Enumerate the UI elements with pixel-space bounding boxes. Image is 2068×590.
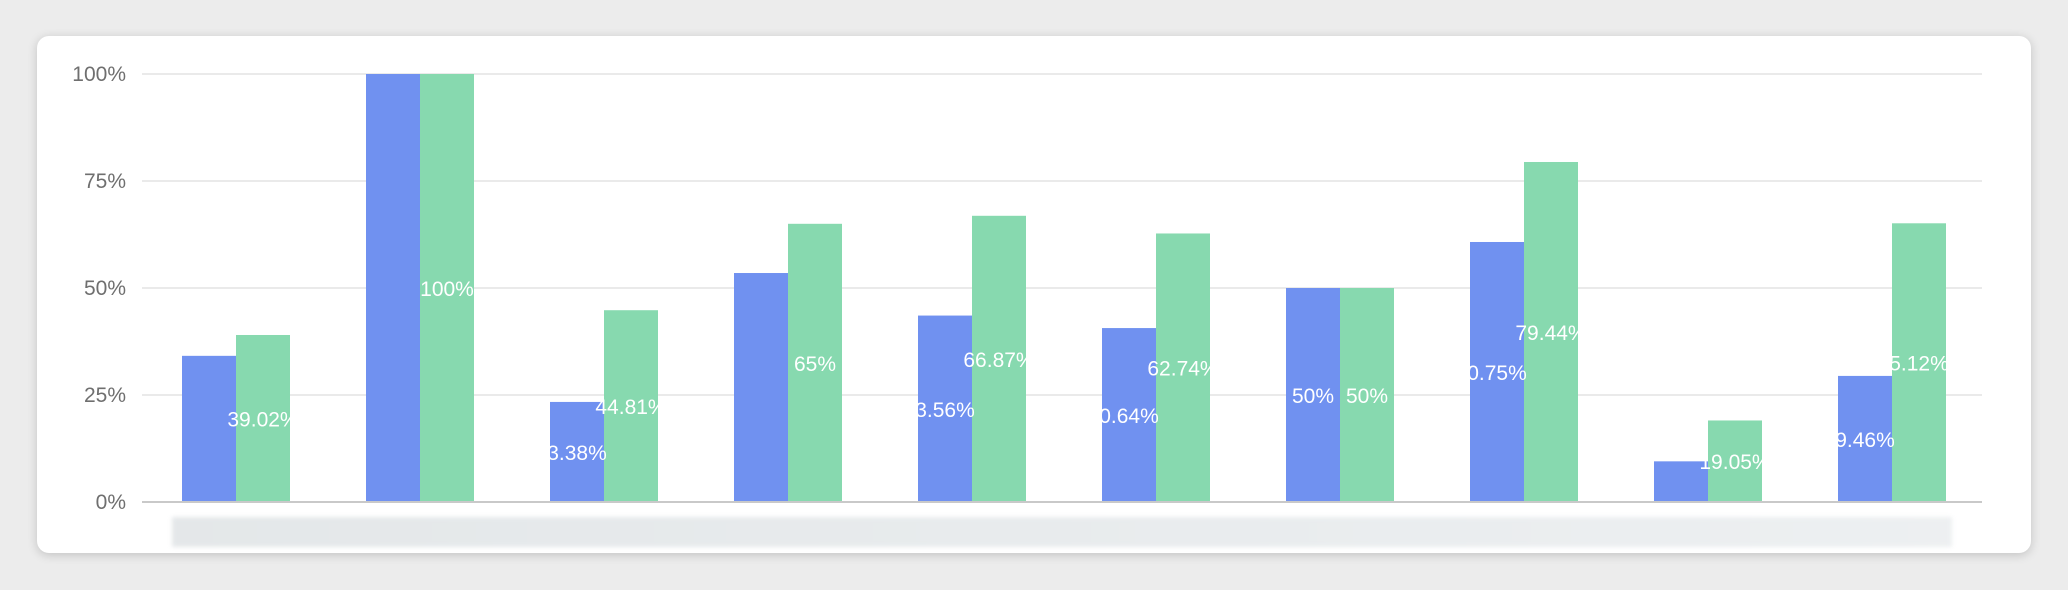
y-axis-ticks: 0% 25% 50% 75% 100% (72, 63, 126, 514)
y-tick-label: 75% (84, 170, 126, 193)
data-label-series-2-3: 44.81% (595, 396, 666, 419)
bar-series-2-5 (972, 215, 1026, 503)
bar-series-1-4 (734, 273, 788, 502)
data-label-series-2-8: 79.44% (1515, 322, 1586, 345)
data-label-series-2-10: 5.12% (1889, 353, 1949, 376)
bar-series-1-2 (366, 74, 420, 502)
y-tick-label: 0% (96, 491, 126, 514)
bar-series-2-10 (1892, 223, 1946, 502)
bar-series-2-1 (236, 334, 290, 502)
data-label-series-2-4: 65% (794, 353, 836, 376)
bar-series-1-9 (1654, 461, 1708, 502)
data-label-series-1-6: 0.64% (1099, 405, 1159, 428)
bar-series-2-8 (1524, 161, 1578, 502)
data-label-series-2-5: 66.87% (963, 349, 1034, 372)
bar-series-1-3 (550, 401, 604, 502)
data-label-series-2-7: 50% (1346, 385, 1388, 408)
data-label-series-1-10: 9.46% (1835, 429, 1895, 452)
bar-series-1-10 (1838, 375, 1892, 502)
bars (182, 74, 1946, 503)
bar-series-2-3 (604, 310, 658, 502)
data-label-series-1-3: 3.38% (547, 442, 607, 465)
data-label-series-1-8: 0.75% (1467, 362, 1527, 385)
x-axis-labels-blurred (172, 517, 1952, 547)
bar-series-1-1 (182, 355, 236, 502)
bar-series-1-7 (1286, 288, 1340, 502)
bar-series-1-5 (918, 315, 972, 502)
data-label-series-1-5: 3.56% (915, 399, 975, 422)
y-tick-label: 100% (72, 63, 126, 86)
data-labels: 39.02% 100% 3.38% 44.81% 65% 3.56% 66.87% 0.64%… (227, 278, 1948, 474)
bar-series-2-4 (788, 223, 842, 503)
bar-series-2-6 (1156, 233, 1210, 503)
y-tick-label: 50% (84, 277, 126, 300)
bar-series-2-7 (1340, 288, 1394, 502)
bar-series-1-8 (1470, 241, 1524, 503)
data-label-series-2-6: 62.74% (1147, 358, 1218, 381)
bar-series-2-2 (420, 74, 474, 502)
data-label-series-2-9: 19.05% (1699, 451, 1770, 474)
bar-series-1-6 (1102, 328, 1156, 502)
data-label-series-2-1: 39.02% (227, 408, 298, 431)
y-tick-label: 25% (84, 384, 126, 407)
data-label-series-1-7: 50% (1292, 385, 1334, 408)
bar-series-2-9 (1708, 420, 1762, 502)
data-label-series-2-2: 100% (420, 278, 474, 301)
